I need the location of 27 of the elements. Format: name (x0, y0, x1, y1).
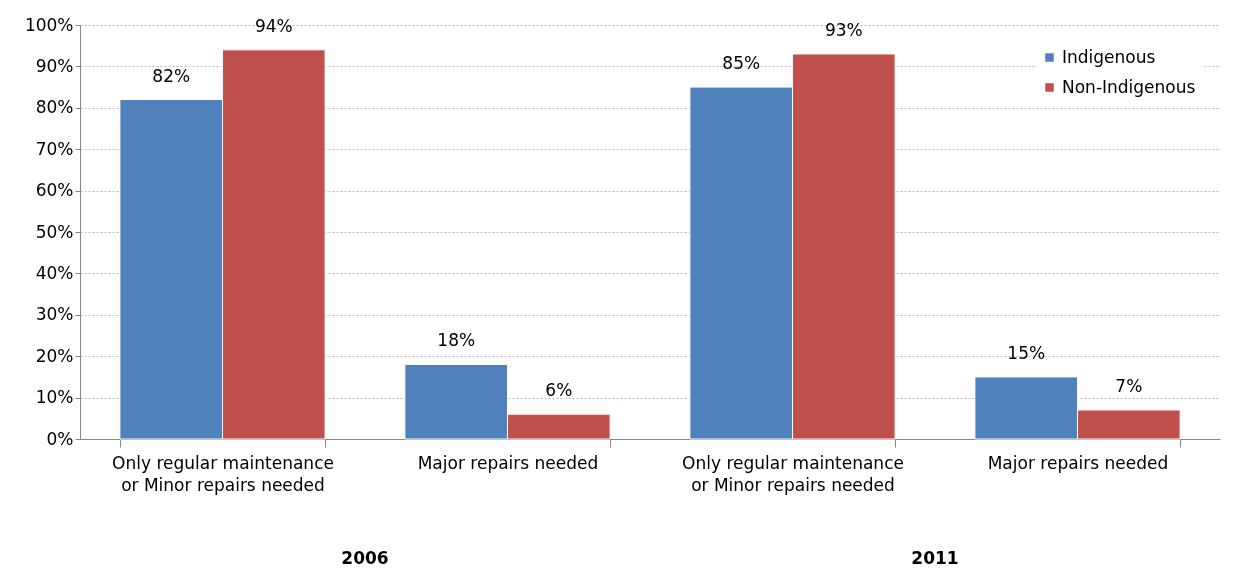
data-label: 18% (437, 330, 476, 351)
y-tick-label: 70% (35, 138, 74, 159)
legend-label: Indigenous (1062, 46, 1156, 67)
data-label: 6% (545, 380, 573, 401)
y-tick-label: 50% (35, 221, 74, 242)
y-tick-label: 0% (46, 428, 74, 449)
data-label: 15% (1007, 342, 1046, 363)
y-tick-label: 40% (35, 262, 74, 283)
data-label: 7% (1115, 376, 1143, 397)
y-tick-label: 80% (35, 97, 74, 118)
x-tick-label: Only regular maintenance or Minor repairs needed (112, 452, 334, 495)
data-label: 82% (152, 65, 191, 86)
x-tick-label: Major repairs needed (417, 452, 599, 473)
y-tick-label: 90% (35, 55, 74, 76)
data-label: 94% (254, 15, 293, 36)
y-tick-label: 100% (24, 14, 74, 35)
legend-label: Non-Indigenous (1062, 76, 1196, 97)
y-tick-label: 30% (35, 304, 74, 325)
y-tick-label: 20% (35, 345, 74, 366)
text: 2011 (910, 548, 960, 568)
text: 2006 (340, 548, 390, 568)
y-tick-label: 60% (35, 180, 74, 201)
x-tick-label: Only regular maintenance or Minor repairs needed (682, 452, 904, 495)
data-label: 85% (722, 53, 761, 74)
data-label: 93% (824, 19, 863, 40)
x-tick-label: Major repairs needed (987, 452, 1169, 473)
y-tick-label: 10% (35, 387, 74, 408)
